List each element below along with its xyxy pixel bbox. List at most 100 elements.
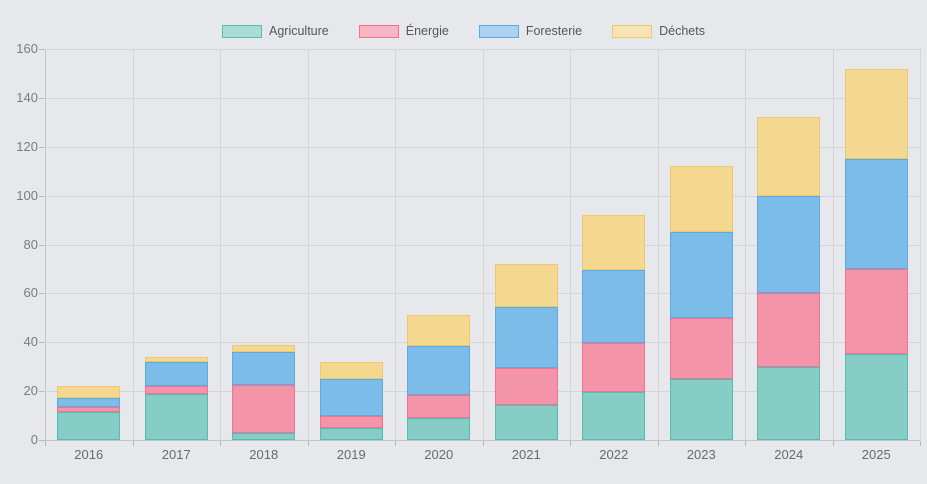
x-axis-tick	[657, 441, 659, 446]
bar-segment-2025-energie[interactable]	[844, 268, 908, 355]
x-axis-tick	[395, 441, 396, 446]
bar-segment-2019-energie[interactable]	[319, 415, 383, 428]
bar-segment-2020-foresterie[interactable]	[407, 345, 471, 395]
bar-2017	[144, 356, 208, 440]
bar-segment-2018-foresterie[interactable]	[232, 352, 296, 386]
bar-segment-2023-agriculture[interactable]	[669, 378, 733, 440]
legend-swatch-dechets	[612, 24, 653, 38]
x-axis-tick-label: 2024	[774, 447, 804, 462]
bar-segment-2020-dechets[interactable]	[407, 315, 471, 346]
y-axis-tick-label: 60	[23, 285, 38, 301]
bar-segment-2020-agriculture[interactable]	[407, 418, 471, 440]
x-axis-tick-label: 2016	[74, 447, 104, 462]
bar-segment-2024-agriculture[interactable]	[757, 366, 821, 440]
bar-segment-2016-foresterie[interactable]	[57, 398, 121, 408]
bar-segment-2021-energie[interactable]	[494, 367, 558, 405]
y-axis-tick-label: 40	[23, 334, 38, 350]
y-axis-tick	[39, 49, 45, 50]
bar-segment-2016-agriculture[interactable]	[57, 411, 121, 440]
bar-segment-2020-energie[interactable]	[407, 394, 471, 419]
y-axis-tick	[39, 391, 45, 393]
plot-area	[45, 49, 921, 440]
bar-2022	[582, 215, 646, 440]
x-axis-tick	[45, 441, 46, 446]
y-axis-tick-label: 80	[23, 236, 38, 252]
x-axis-tick-label: 2018	[249, 447, 279, 462]
bar-segment-2017-energie[interactable]	[144, 386, 208, 394]
legend-label: Énergie	[405, 24, 449, 38]
bar-2020	[407, 315, 471, 440]
legend-swatch-foresterie	[478, 24, 519, 38]
bar-segment-2018-agriculture[interactable]	[232, 432, 296, 440]
bar-segment-2023-energie[interactable]	[669, 317, 733, 379]
legend-swatch-agriculture	[222, 24, 262, 38]
x-axis-tick-label: 2023	[686, 447, 716, 462]
bar-segment-2022-foresterie[interactable]	[582, 270, 646, 344]
bar-2024	[757, 117, 821, 440]
bar-segment-2019-agriculture[interactable]	[319, 427, 383, 440]
bar-segment-2017-dechets[interactable]	[144, 356, 208, 362]
bar-segment-2017-agriculture[interactable]	[144, 393, 208, 440]
gridline-vertical	[482, 49, 484, 440]
gridline-vertical	[395, 49, 396, 440]
bar-segment-2021-foresterie[interactable]	[494, 306, 558, 368]
bar-2025	[844, 68, 908, 440]
gridline-vertical	[570, 49, 571, 440]
y-axis-tick-label: 120	[16, 138, 38, 154]
x-axis-tick-label: 2017	[161, 447, 191, 462]
bar-2018	[232, 344, 296, 440]
y-axis-tick	[39, 293, 45, 295]
bar-2023	[669, 166, 733, 440]
y-axis-tick	[39, 146, 45, 148]
bar-segment-2018-dechets[interactable]	[232, 344, 296, 353]
bar-segment-2021-agriculture[interactable]	[494, 404, 558, 440]
x-axis-tick	[220, 441, 221, 446]
bar-segment-2023-foresterie[interactable]	[669, 232, 733, 318]
x-axis-tick	[307, 441, 309, 446]
gridline-vertical	[657, 49, 659, 440]
x-axis-tick-label: 2025	[861, 447, 891, 462]
bar-2019	[319, 361, 383, 440]
y-axis-tick-label: 0	[30, 432, 38, 447]
bar-segment-2024-energie[interactable]	[757, 293, 821, 367]
bar-segment-2019-foresterie[interactable]	[319, 378, 383, 416]
x-axis-tick-label: 2019	[336, 447, 366, 462]
legend-item-foresterie[interactable]: Foresterie	[478, 24, 582, 38]
x-axis-tick	[920, 441, 921, 446]
bar-segment-2025-foresterie[interactable]	[844, 158, 908, 269]
legend-item-dechets[interactable]: Déchets	[612, 24, 705, 38]
bar-segment-2022-dechets[interactable]	[582, 215, 646, 271]
y-axis-tick-label: 20	[23, 383, 38, 399]
gridline-vertical	[920, 49, 921, 440]
bar-segment-2022-agriculture[interactable]	[582, 392, 646, 440]
x-axis-tick	[482, 441, 484, 446]
bar-segment-2017-foresterie[interactable]	[144, 361, 208, 387]
bar-segment-2021-dechets[interactable]	[494, 264, 558, 307]
y-axis-tick-label: 100	[16, 187, 38, 203]
y-axis-tick-label: 160	[16, 41, 38, 56]
x-axis-tick-label: 2020	[424, 447, 454, 462]
y-axis-tick	[39, 195, 45, 197]
legend-item-energie[interactable]: Énergie	[358, 24, 449, 38]
bar-segment-2022-energie[interactable]	[582, 343, 646, 393]
chart-legend: Agriculture Énergie Foresterie Déchets	[0, 21, 927, 41]
bar-segment-2024-dechets[interactable]	[757, 117, 821, 196]
gridline-vertical	[220, 49, 221, 440]
x-axis-tick	[132, 441, 134, 446]
x-axis-tick-label: 2021	[511, 447, 541, 462]
bar-segment-2016-energie[interactable]	[57, 407, 121, 412]
legend-item-agriculture[interactable]: Agriculture	[222, 24, 329, 38]
bar-segment-2019-dechets[interactable]	[319, 361, 383, 379]
bar-segment-2025-dechets[interactable]	[844, 68, 908, 159]
bar-segment-2023-dechets[interactable]	[669, 166, 733, 233]
bar-segment-2018-energie[interactable]	[232, 385, 296, 433]
gridline-vertical	[832, 49, 834, 440]
bar-2016	[57, 386, 121, 440]
bar-segment-2025-agriculture[interactable]	[844, 354, 908, 440]
gridline-vertical	[307, 49, 309, 440]
bar-segment-2024-foresterie[interactable]	[757, 195, 821, 294]
bar-2021	[494, 264, 558, 440]
bar-segment-2016-dechets[interactable]	[57, 386, 121, 399]
y-axis-tick-label: 140	[16, 89, 38, 105]
